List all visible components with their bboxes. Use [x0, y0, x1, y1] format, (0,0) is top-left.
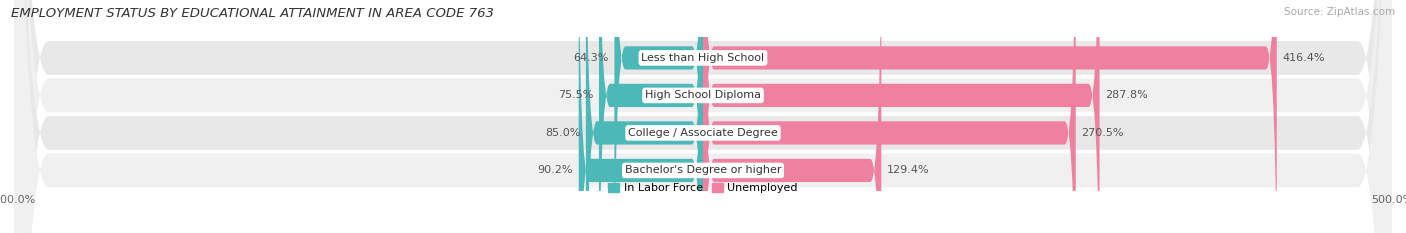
FancyBboxPatch shape — [703, 0, 882, 233]
Text: 90.2%: 90.2% — [537, 165, 574, 175]
Text: 64.3%: 64.3% — [574, 53, 609, 63]
FancyBboxPatch shape — [586, 0, 703, 233]
FancyBboxPatch shape — [14, 0, 1392, 233]
Text: EMPLOYMENT STATUS BY EDUCATIONAL ATTAINMENT IN AREA CODE 763: EMPLOYMENT STATUS BY EDUCATIONAL ATTAINM… — [11, 7, 494, 20]
FancyBboxPatch shape — [14, 0, 1392, 233]
Text: 287.8%: 287.8% — [1105, 90, 1147, 100]
Text: College / Associate Degree: College / Associate Degree — [628, 128, 778, 138]
Text: 270.5%: 270.5% — [1081, 128, 1123, 138]
Text: Less than High School: Less than High School — [641, 53, 765, 63]
Text: 75.5%: 75.5% — [558, 90, 593, 100]
FancyBboxPatch shape — [703, 0, 1076, 233]
FancyBboxPatch shape — [703, 0, 1277, 233]
FancyBboxPatch shape — [14, 0, 1392, 233]
Text: 129.4%: 129.4% — [887, 165, 929, 175]
Text: 416.4%: 416.4% — [1282, 53, 1324, 63]
FancyBboxPatch shape — [614, 0, 703, 233]
FancyBboxPatch shape — [579, 0, 703, 233]
Text: High School Diploma: High School Diploma — [645, 90, 761, 100]
FancyBboxPatch shape — [14, 0, 1392, 233]
FancyBboxPatch shape — [599, 0, 703, 233]
Text: 85.0%: 85.0% — [546, 128, 581, 138]
FancyBboxPatch shape — [703, 0, 1099, 233]
Text: Source: ZipAtlas.com: Source: ZipAtlas.com — [1284, 7, 1395, 17]
Text: Bachelor's Degree or higher: Bachelor's Degree or higher — [624, 165, 782, 175]
Legend: In Labor Force, Unemployed: In Labor Force, Unemployed — [603, 178, 803, 198]
